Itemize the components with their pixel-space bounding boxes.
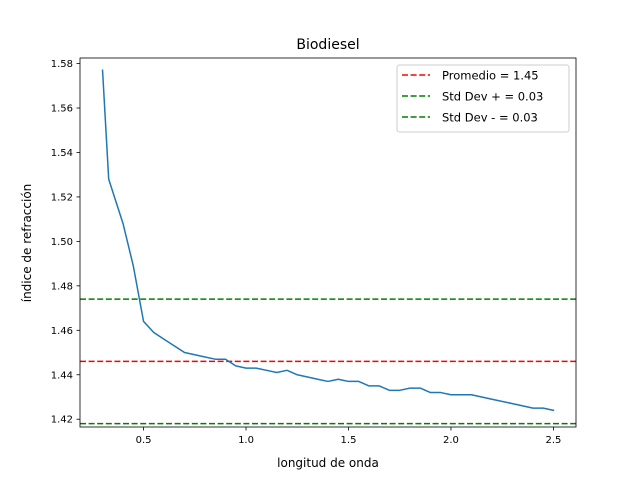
x-tick-label: 2.5 [546,435,562,446]
x-tick-label: 1.0 [238,435,254,446]
legend-label-0: Promedio = 1.45 [442,69,539,83]
y-axis-label: índice de refracción [20,184,34,303]
legend-label-1: Std Dev + = 0.03 [442,90,543,104]
y-tick-label: 1.52 [51,192,73,203]
x-tick-label: 1.5 [341,435,357,446]
chart-title: Biodiesel [296,37,359,53]
y-tick-label: 1.42 [51,415,73,426]
y-tick-label: 1.48 [51,281,73,292]
y-tick-label: 1.44 [51,370,73,381]
plot-area [80,69,576,425]
axes-frame [79,57,577,428]
axes: 0.5 1.0 1.5 2.0 2.5 1.42 1.44 1.46 1.48 1.50 1.52 1… [51,57,577,446]
y-tick-label: 1.58 [51,59,73,70]
legend: Promedio = 1.45 Std Dev + = 0.03 Std Dev -… [396,64,570,133]
legend-label-2: Std Dev - = 0.03 [442,111,538,125]
legend-box [396,64,570,133]
y-tick-label: 1.56 [51,104,73,115]
y-tick-label: 1.54 [51,148,73,159]
series-line-0 [101,69,555,412]
x-tick-label: 2.0 [443,435,459,446]
x-axis-label: longitud de onda [277,456,379,470]
y-tick-label: 1.46 [51,326,73,337]
y-tick-label: 1.50 [51,237,73,248]
x-tick-label: 0.5 [136,435,152,446]
